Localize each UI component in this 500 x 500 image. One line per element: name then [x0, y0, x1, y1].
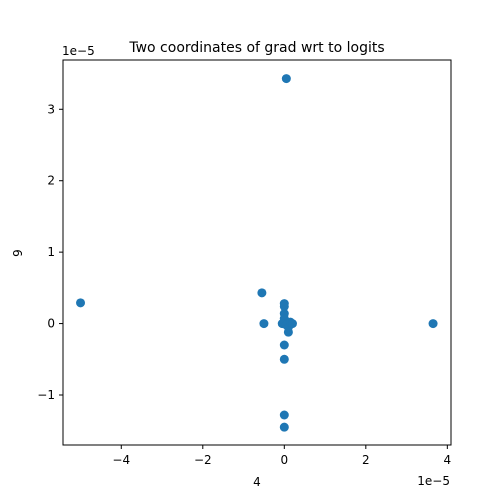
data-point-3	[257, 288, 267, 298]
y-axis-offset-text: 1e−5	[62, 44, 95, 58]
data-point-16	[279, 354, 289, 364]
x-axis-label: 4	[253, 475, 261, 489]
x-axis-ticks: −4 −2 0 2 4	[112, 445, 451, 467]
data-point-14	[283, 327, 293, 337]
data-point-0	[281, 74, 291, 84]
x-tick-label: 0	[280, 453, 288, 467]
chart-title: Two coordinates of grad wrt to logits	[128, 40, 384, 56]
data-point-15	[279, 340, 289, 350]
data-point-4	[259, 319, 269, 329]
y-tick-label: 3	[47, 102, 55, 116]
x-tick-label: 2	[362, 453, 370, 467]
x-tick-label: −4	[112, 453, 130, 467]
data-point-2	[428, 319, 438, 329]
y-tick-label: −1	[37, 388, 55, 402]
data-point-1	[76, 298, 86, 308]
x-tick-label: −2	[194, 453, 212, 467]
data-points	[76, 74, 438, 432]
y-axis-label: 9	[11, 249, 25, 257]
y-tick-label: 0	[47, 317, 55, 331]
data-point-17	[279, 410, 289, 420]
data-point-6	[279, 301, 289, 311]
data-point-13	[287, 319, 297, 329]
y-tick-label: 2	[47, 174, 55, 188]
y-axis-ticks: −1 0 1 2 3	[37, 102, 63, 402]
y-tick-label: 1	[47, 245, 55, 259]
x-tick-label: 4	[444, 453, 452, 467]
plot-area-frame	[62, 59, 452, 446]
data-point-18	[279, 422, 289, 432]
x-axis-offset-text: 1e−5	[417, 474, 450, 488]
